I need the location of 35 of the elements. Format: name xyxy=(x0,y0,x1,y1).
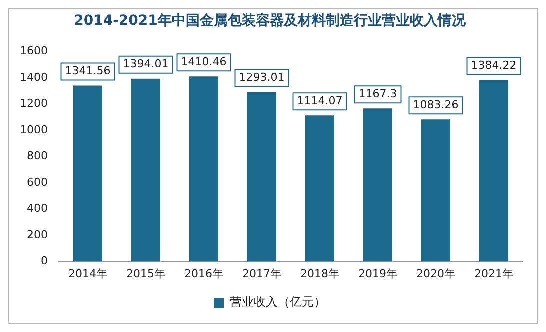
x-tick-label: 2014年 xyxy=(68,267,108,280)
x-tick-label: 2017年 xyxy=(242,267,282,280)
y-tick-label: 1400 xyxy=(20,70,48,84)
x-tick-label: 2018年 xyxy=(300,267,340,280)
x-tick-label: 2015年 xyxy=(126,267,166,280)
x-tick-label: 2019年 xyxy=(358,267,398,280)
x-tick-label: 2016年 xyxy=(184,267,224,280)
bar xyxy=(131,78,160,262)
legend-label: 营业收入（亿元） xyxy=(230,295,326,310)
data-label: 1293.01 xyxy=(239,70,285,84)
y-tick-label: 200 xyxy=(26,228,48,242)
bar xyxy=(364,108,392,262)
bar xyxy=(247,92,276,262)
bar xyxy=(306,116,334,262)
x-tick-label: 2021年 xyxy=(474,267,514,280)
bar xyxy=(480,80,508,262)
y-tick-label: 0 xyxy=(40,254,48,268)
data-label: 1167.3 xyxy=(358,87,398,100)
bar xyxy=(73,86,102,262)
y-tick-label: 1600 xyxy=(20,44,48,58)
x-tick-label: 2020年 xyxy=(416,267,456,280)
data-label: 1394.01 xyxy=(123,58,169,71)
data-label: 1384.22 xyxy=(471,58,517,72)
data-label: 1083.26 xyxy=(413,98,459,112)
chart-title: 2014-2021年中国金属包装容器及材料制造行业营业收入情况 xyxy=(74,12,467,30)
data-label: 1341.56 xyxy=(65,64,111,78)
y-tick-label: 600 xyxy=(26,176,48,189)
bar xyxy=(189,76,218,262)
bar xyxy=(422,120,450,262)
y-tick-label: 400 xyxy=(26,202,48,216)
y-tick-label: 1000 xyxy=(20,123,48,136)
data-label: 1114.07 xyxy=(297,94,343,108)
data-label: 1410.46 xyxy=(181,56,227,69)
y-tick-label: 800 xyxy=(26,150,48,163)
y-tick-label: 1200 xyxy=(20,97,48,110)
